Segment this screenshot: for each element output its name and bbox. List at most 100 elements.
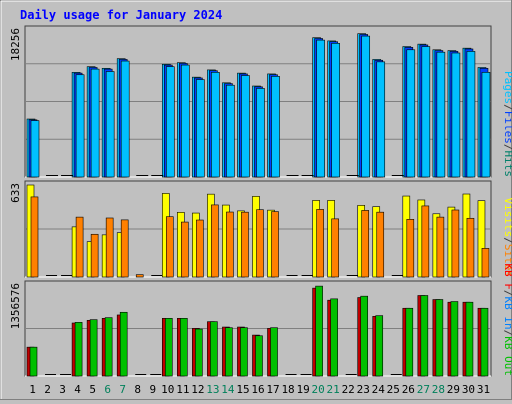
bar-empty-marker bbox=[286, 275, 298, 276]
bar-sites-day-23 bbox=[361, 210, 370, 278]
bar-empty-marker bbox=[151, 275, 163, 276]
bar-sites-day-26 bbox=[406, 219, 415, 278]
bar-empty-marker bbox=[61, 275, 73, 276]
bar-kb-out-day-11 bbox=[180, 318, 188, 377]
bar-pages-day-5 bbox=[90, 68, 100, 178]
day-label-10: 10 bbox=[161, 383, 174, 396]
bar-kb-out-day-5 bbox=[89, 319, 98, 377]
day-label-4: 4 bbox=[74, 383, 81, 396]
bar-kb-out-day-23 bbox=[360, 295, 369, 377]
bar-empty-marker bbox=[391, 175, 404, 176]
day-label-17: 17 bbox=[266, 383, 279, 396]
legend-entry: KB In bbox=[502, 297, 512, 330]
bar-kb-out-day-10 bbox=[164, 318, 173, 377]
bar-sites-day-11 bbox=[181, 221, 189, 278]
bar-kb-out-day-7 bbox=[119, 311, 128, 377]
bar-kb-out-day-6 bbox=[104, 317, 113, 377]
day-label-2: 2 bbox=[44, 383, 51, 396]
bar-pages-day-1 bbox=[30, 120, 40, 178]
bar-kb-out-day-26 bbox=[405, 307, 414, 377]
bar-kb-out-day-24 bbox=[375, 315, 384, 377]
day-label-8: 8 bbox=[134, 383, 141, 396]
bar-empty-marker bbox=[301, 275, 313, 276]
bar-pages-day-30 bbox=[466, 51, 476, 178]
legend-entry: Sites bbox=[502, 244, 512, 277]
bar-empty-marker bbox=[136, 175, 149, 176]
day-label-1: 1 bbox=[29, 383, 36, 396]
bar-kb-out-day-4 bbox=[74, 322, 83, 377]
day-label-21: 21 bbox=[327, 383, 340, 396]
bar-kb-out-day-15 bbox=[240, 327, 248, 377]
chart-title: Daily usage for January 2024 bbox=[20, 8, 222, 22]
bar-kb-out-day-31 bbox=[480, 307, 489, 377]
legend-entry: / bbox=[502, 104, 512, 111]
legend-entry: KB Out bbox=[502, 336, 512, 376]
bar-kb-out-day-27 bbox=[420, 295, 429, 377]
legend-kbf-kbin-kbout: KB F/KB In/KB Out bbox=[502, 263, 512, 376]
day-label-20: 20 bbox=[312, 383, 325, 396]
bar-kb-out-day-30 bbox=[465, 301, 474, 377]
day-label-3: 3 bbox=[59, 383, 66, 396]
day-label-28: 28 bbox=[432, 383, 445, 396]
legend-entry: KB F bbox=[502, 263, 512, 290]
bar-sites-day-15 bbox=[241, 211, 249, 278]
day-label-26: 26 bbox=[402, 383, 415, 396]
bar-pages-day-20 bbox=[316, 39, 325, 178]
day-label-19: 19 bbox=[296, 383, 309, 396]
day-label-24: 24 bbox=[372, 383, 386, 396]
bar-pages-day-21 bbox=[331, 43, 340, 178]
day-label-31: 31 bbox=[477, 383, 490, 396]
day-label-25: 25 bbox=[387, 383, 400, 396]
bar-sites-day-7 bbox=[120, 219, 129, 278]
day-label-13: 13 bbox=[206, 383, 219, 396]
day-label-27: 27 bbox=[417, 383, 430, 396]
bar-sites-day-21 bbox=[331, 218, 339, 278]
bar-pages-day-6 bbox=[105, 71, 115, 178]
day-label-11: 11 bbox=[176, 383, 189, 396]
bar-empty-marker bbox=[390, 374, 402, 375]
bar-pages-day-15 bbox=[241, 75, 250, 178]
bar-pages-day-12 bbox=[196, 79, 205, 178]
bar-sites-day-31 bbox=[481, 248, 490, 278]
bar-sites-day-10 bbox=[165, 216, 174, 278]
bar-pages-day-28 bbox=[436, 51, 446, 178]
legend-entry: Pages bbox=[502, 71, 512, 104]
bar-kb-out-day-16 bbox=[255, 335, 263, 377]
bar-pages-day-27 bbox=[421, 46, 431, 178]
legend-entry: Files bbox=[502, 111, 512, 144]
bar-kb-out-day-1 bbox=[29, 346, 38, 377]
bar-empty-marker bbox=[135, 374, 147, 375]
bar-sites-day-6 bbox=[105, 217, 114, 278]
bar-empty-marker bbox=[391, 275, 403, 276]
bar-empty-marker bbox=[300, 374, 312, 375]
bar-kb-out-day-13 bbox=[210, 321, 218, 377]
day-label-14: 14 bbox=[221, 383, 235, 396]
bar-sites-day-27 bbox=[421, 205, 430, 278]
bar-pages-day-29 bbox=[451, 52, 461, 178]
bar-empty-marker bbox=[301, 175, 314, 176]
y-axis-max-label: 633 bbox=[9, 183, 22, 203]
bar-sites-day-24 bbox=[376, 211, 385, 278]
bar-empty-marker bbox=[286, 175, 299, 176]
legend-entry: / bbox=[502, 330, 512, 337]
bar-empty-marker bbox=[150, 374, 162, 375]
bar-empty-marker bbox=[346, 275, 358, 276]
bar-kb-out-day-28 bbox=[435, 299, 444, 377]
chart-panels: 18256Pages/Files/Hits633Visits/Sites1356… bbox=[9, 25, 512, 377]
legend-hits-files-pages: Pages/Files/Hits bbox=[502, 71, 512, 177]
bar-empty-marker bbox=[46, 275, 58, 276]
bar-pages-day-16 bbox=[256, 88, 265, 178]
bar-pages-day-26 bbox=[406, 49, 416, 178]
day-label-22: 22 bbox=[342, 383, 355, 396]
day-label-7: 7 bbox=[119, 383, 126, 396]
bar-empty-marker bbox=[60, 374, 72, 375]
legend-entry: Visits bbox=[502, 198, 512, 238]
bar-pages-day-14 bbox=[226, 84, 235, 178]
bar-pages-day-23 bbox=[361, 35, 371, 178]
bar-sites-day-29 bbox=[451, 209, 460, 278]
legend-entry: Hits bbox=[502, 151, 512, 178]
bar-kb-out-day-17 bbox=[270, 327, 278, 377]
bar-kb-out-day-12 bbox=[195, 328, 203, 377]
bar-pages-day-24 bbox=[376, 61, 386, 178]
day-label-12: 12 bbox=[191, 383, 204, 396]
